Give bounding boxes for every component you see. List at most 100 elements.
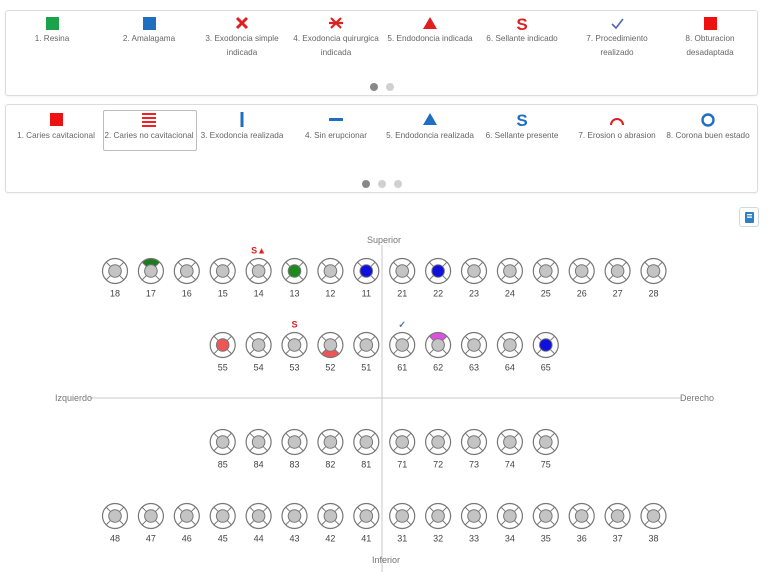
tooth-center[interactable] — [251, 264, 266, 278]
tooth-outline[interactable] — [532, 502, 559, 530]
tooth-32[interactable]: 32 — [425, 502, 452, 544]
tooth-outline[interactable] — [317, 257, 344, 285]
tooth-outline[interactable] — [353, 331, 380, 359]
tooth-center[interactable] — [323, 264, 338, 278]
tooth-center[interactable] — [359, 338, 374, 352]
tooth-outline[interactable] — [281, 428, 308, 456]
tooth-center[interactable] — [108, 264, 122, 278]
tooth-12[interactable]: 12 — [317, 257, 344, 299]
tooth-83[interactable]: 83 — [281, 428, 308, 470]
tooth-center[interactable] — [574, 264, 589, 278]
tooth-outline[interactable] — [317, 331, 344, 359]
tooth-33[interactable]: 33 — [460, 502, 488, 544]
tooth-center[interactable] — [431, 509, 445, 523]
tooth-outline[interactable] — [245, 428, 272, 456]
tooth-14[interactable]: 14 — [245, 257, 272, 299]
tooth-center[interactable] — [467, 338, 481, 352]
tooth-center[interactable] — [180, 264, 194, 278]
tooth-84[interactable]: 84 — [245, 428, 272, 470]
tooth-62[interactable]: 62 — [425, 331, 452, 373]
tooth-35[interactable]: 35 — [532, 502, 559, 544]
tooth-center[interactable] — [359, 435, 374, 449]
tooth-outline[interactable] — [353, 257, 380, 285]
tooth-section-top[interactable] — [429, 332, 447, 341]
tooth-center[interactable] — [359, 264, 374, 278]
tooth-65[interactable]: 65 — [532, 331, 559, 373]
tooth-center[interactable] — [287, 264, 302, 278]
tooth-center[interactable] — [323, 509, 338, 523]
tooth-section-bottom[interactable] — [321, 349, 340, 358]
tooth-34[interactable]: 34 — [496, 502, 523, 544]
tooth-center[interactable] — [180, 509, 194, 523]
tooth-center[interactable] — [503, 264, 517, 278]
tooth-48[interactable]: 48 — [101, 502, 129, 544]
carousel-dot-1[interactable] — [361, 180, 370, 188]
tooth-outline[interactable] — [353, 502, 380, 530]
tooth-center[interactable] — [215, 264, 230, 278]
tooth-outline[interactable] — [568, 257, 595, 285]
tooth-38[interactable]: 38 — [640, 502, 667, 544]
tooth-outline[interactable] — [209, 257, 236, 285]
tooth-center[interactable] — [574, 509, 589, 523]
carousel-dot-2[interactable] — [377, 180, 386, 188]
tooth-center[interactable] — [539, 338, 553, 352]
tooth-64[interactable]: 64 — [496, 331, 523, 373]
tooth-36[interactable]: 36 — [568, 502, 595, 544]
tooth-outline[interactable] — [245, 502, 272, 530]
tooth-center[interactable] — [431, 338, 445, 352]
tooth-outline[interactable] — [137, 257, 164, 285]
tooth-outline[interactable] — [604, 257, 631, 285]
tooth-85[interactable]: 85 — [209, 428, 236, 470]
tooth-31[interactable]: 31 — [389, 502, 416, 544]
tooth-13[interactable]: 13 — [281, 257, 308, 299]
tooth-18[interactable]: 18 — [101, 257, 129, 299]
tooth-44[interactable]: 44 — [245, 502, 272, 544]
tooth-center[interactable] — [467, 509, 481, 523]
tooth-outline[interactable] — [640, 257, 667, 285]
tooth-center[interactable] — [215, 435, 230, 449]
tooth-outline[interactable] — [425, 502, 452, 530]
tooth-center[interactable] — [431, 435, 445, 449]
tooth-outline[interactable] — [137, 502, 164, 530]
tooth-21[interactable]: 21 — [389, 257, 416, 299]
tooth-center[interactable] — [539, 509, 553, 523]
tooth-28[interactable]: 28 — [640, 257, 667, 299]
tooth-outline[interactable] — [389, 428, 416, 456]
tooth-center[interactable] — [251, 338, 266, 352]
tooth-outline[interactable] — [317, 428, 344, 456]
tooth-26[interactable]: 26 — [568, 257, 595, 299]
tooth-outline[interactable] — [281, 502, 308, 530]
tooth-center[interactable] — [323, 338, 338, 352]
tooth-outline[interactable] — [101, 257, 129, 285]
tooth-center[interactable] — [359, 509, 374, 523]
tooth-73[interactable]: 73 — [460, 428, 488, 470]
tooth-center[interactable] — [144, 509, 158, 523]
tooth-outline[interactable] — [245, 257, 272, 285]
tooth-24[interactable]: 24 — [496, 257, 523, 299]
tooth-center[interactable] — [395, 509, 410, 523]
tooth-center[interactable] — [646, 509, 661, 523]
tooth-outline[interactable] — [532, 428, 559, 456]
tooth-section-top[interactable] — [142, 258, 160, 267]
tooth-center[interactable] — [144, 264, 158, 278]
tooth-outline[interactable] — [496, 257, 523, 285]
tooth-outline[interactable] — [281, 331, 308, 359]
tooth-15[interactable]: 15 — [209, 257, 236, 299]
tooth-17[interactable]: 17 — [137, 257, 164, 299]
tooth-outline[interactable] — [209, 428, 236, 456]
tooth-41[interactable]: 41 — [353, 502, 380, 544]
tooth-22[interactable]: 22 — [425, 257, 452, 299]
tooth-center[interactable] — [503, 338, 517, 352]
tooth-outline[interactable] — [496, 428, 523, 456]
tooth-center[interactable] — [287, 435, 302, 449]
tooth-center[interactable] — [431, 264, 445, 278]
tooth-61[interactable]: 61 — [389, 331, 416, 373]
tooth-11[interactable]: 11 — [353, 257, 380, 299]
tooth-43[interactable]: 43 — [281, 502, 308, 544]
tooth-center[interactable] — [323, 435, 338, 449]
tooth-outline[interactable] — [425, 257, 452, 285]
tooth-center[interactable] — [539, 435, 553, 449]
tooth-outline[interactable] — [604, 502, 631, 530]
tooth-center[interactable] — [610, 509, 625, 523]
tooth-center[interactable] — [503, 509, 517, 523]
